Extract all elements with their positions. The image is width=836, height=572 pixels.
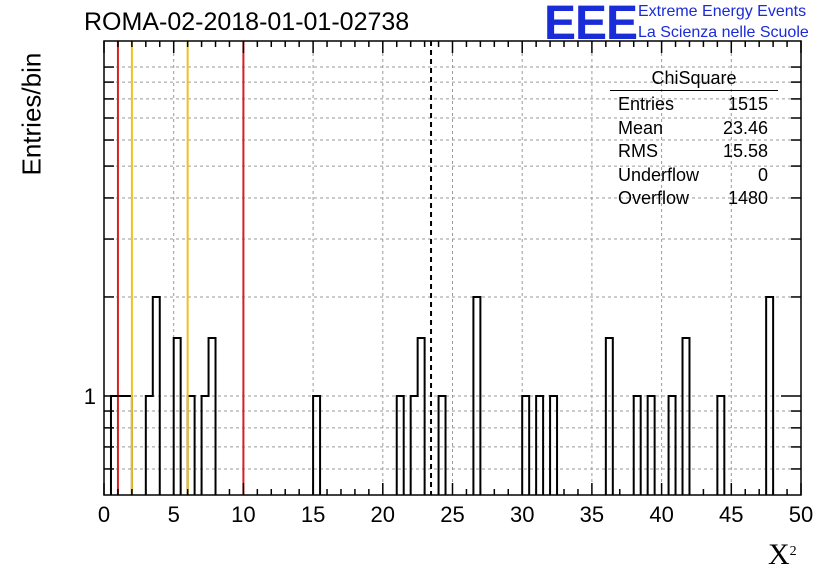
- stats-title: ChiSquare: [610, 68, 778, 91]
- x-tick-label: 50: [789, 502, 813, 527]
- histogram-bin: [717, 396, 724, 495]
- stats-value: 0: [757, 164, 768, 185]
- x-tick-label: 45: [719, 502, 743, 527]
- y-axis-label: Entries/bin: [16, 52, 47, 176]
- y-tick-label: 1: [84, 384, 96, 409]
- histogram-bin: [174, 338, 181, 495]
- x-tick-label: 15: [301, 502, 325, 527]
- histogram-bin: [683, 338, 690, 495]
- logo-line-2: La Scienza nelle Scuole: [638, 24, 809, 41]
- histogram-bin: [313, 396, 320, 495]
- stats-value: 1515: [727, 94, 768, 114]
- stats-row-mean: Mean 23.46: [610, 117, 778, 141]
- histogram-bin: [397, 396, 404, 495]
- histogram-bin: [648, 396, 655, 495]
- chart-title: ROMA-02-2018-01-01-02738: [84, 8, 410, 36]
- x-tick-label: 30: [510, 502, 534, 527]
- ticks: [103, 41, 802, 495]
- x-tick-label: 0: [98, 502, 110, 527]
- x-tick-label: 5: [168, 502, 180, 527]
- bars: [109, 295, 775, 495]
- stats-label: Underflow: [618, 164, 700, 185]
- x-axis-label-superscript: 2: [789, 544, 797, 559]
- x-tick-label: 20: [371, 502, 395, 527]
- stats-row-overflow: Overflow 1480: [610, 187, 778, 211]
- stats-row-rms: RMS 15.58: [610, 140, 778, 164]
- histogram-bin: [153, 297, 160, 495]
- histogram-bin: [125, 396, 132, 495]
- histogram-bin: [439, 396, 446, 495]
- x-axis-label-text: X: [768, 538, 790, 571]
- histogram-bin: [188, 396, 195, 495]
- stats-row-underflow: Underflow 0: [610, 164, 778, 188]
- stats-box: ChiSquare Entries 1515 Mean 23.46 RMS 15…: [610, 68, 778, 211]
- x-axis-label: X2: [768, 538, 797, 572]
- x-tick-label: 25: [440, 502, 464, 527]
- x-tick-label: 10: [231, 502, 255, 527]
- histogram-bin: [606, 338, 613, 495]
- histogram-bin: [766, 297, 773, 495]
- stats-value: 1480: [727, 188, 768, 208]
- histogram-bin: [209, 338, 216, 495]
- histogram-bin: [634, 396, 641, 495]
- histogram-bin: [669, 396, 676, 495]
- vertical-markers: [116, 41, 433, 495]
- stats-label: Overflow: [618, 188, 690, 208]
- histogram-bin: [536, 396, 543, 495]
- histogram-bin: [118, 396, 125, 495]
- x-tick-label: 40: [649, 502, 673, 527]
- stats-label: Entries: [618, 94, 675, 114]
- stats-row-entries: Entries 1515: [610, 93, 778, 117]
- tick-labels: 0 5 10 15 20 25 30 35 40 45 50 1: [84, 384, 813, 527]
- stats-label: Mean: [618, 117, 664, 138]
- histogram-bin: [411, 396, 418, 495]
- logo-line-1: Extreme Energy Events: [638, 3, 807, 20]
- stats-value: 15.58: [722, 141, 768, 161]
- histogram-bin: [202, 396, 209, 495]
- histogram-bin: [473, 297, 480, 495]
- histogram-bin: [146, 396, 153, 495]
- eee-logo: EEE: [544, 0, 638, 50]
- stats-label: RMS: [618, 141, 658, 161]
- histogram-bin: [418, 338, 425, 495]
- stats-value: 23.46: [722, 117, 768, 138]
- histogram-bin: [550, 396, 557, 495]
- histogram-bin: [522, 396, 529, 495]
- x-tick-label: 35: [580, 502, 604, 527]
